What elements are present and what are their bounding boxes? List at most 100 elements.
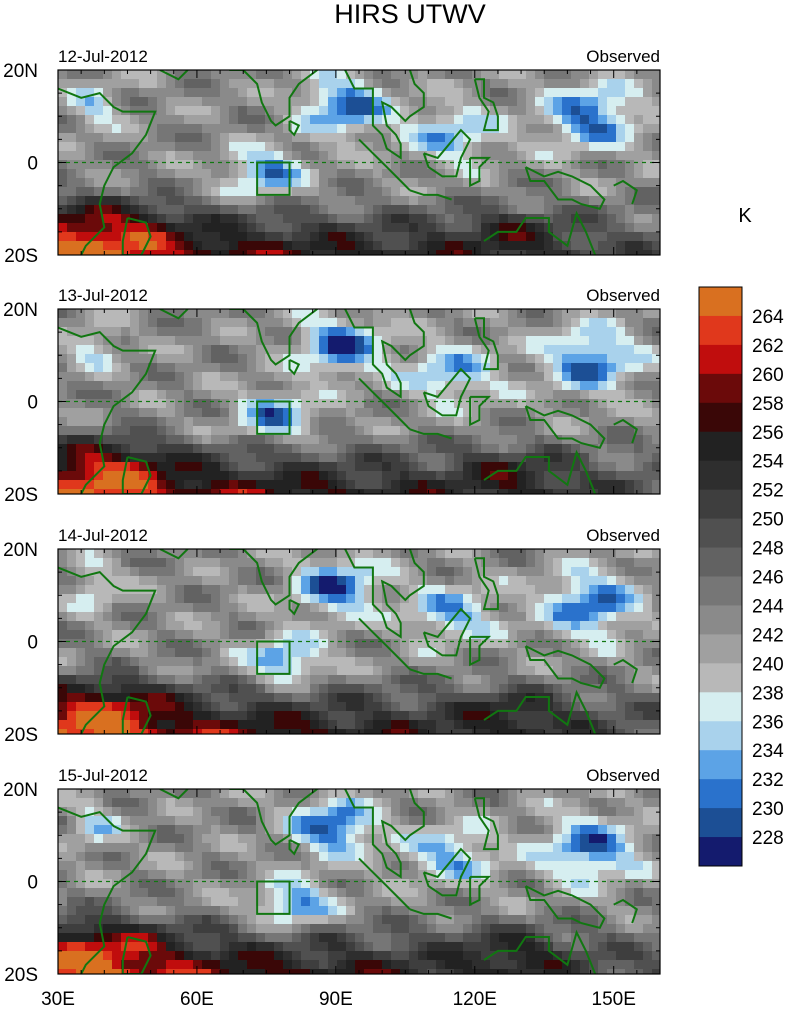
field-cell [346,372,356,382]
field-cell [355,825,365,835]
field-cell [85,789,95,799]
field-cell [112,417,122,427]
field-cell [643,567,653,577]
field-cell [499,142,509,152]
field-cell [526,142,536,152]
field-cell [427,453,437,463]
field-cell [346,214,356,224]
field-cell [193,480,203,490]
field-cell [607,585,617,595]
field-cell [364,612,374,622]
field-cell [130,798,140,808]
field-cell [463,630,473,640]
field-cell [229,879,239,889]
field-cell [400,381,410,391]
field-cell [211,241,221,251]
field-cell [562,729,572,734]
field-cell [427,160,437,170]
field-cell [589,79,599,89]
field-cell [499,612,509,622]
field-cell [103,870,113,880]
field-cell [391,720,401,730]
field-cell [607,453,617,463]
field-cell [94,924,104,934]
field-cell [202,214,212,224]
field-cell [607,151,617,161]
panel-date: 14-Jul-2012 [58,526,148,545]
field-cell [445,88,455,98]
field-cell [139,621,149,631]
field-cell [157,336,167,346]
field-cell [454,603,464,613]
field-cell [310,480,320,490]
field-cell [130,318,140,328]
field-cell [589,576,599,586]
field-cell [454,462,464,472]
field-cell [490,480,500,490]
field-cell [454,124,464,134]
field-cell [580,489,590,494]
field-cell [571,327,581,337]
field-cell [508,169,518,179]
field-cell [193,798,203,808]
field-cell [112,915,122,925]
field-cell [580,241,590,251]
field-cell [598,462,608,472]
field-cell [148,435,158,445]
field-cell [580,169,590,179]
field-cell [427,549,437,559]
field-cell [598,657,608,667]
coastline [483,689,597,734]
field-cell [58,417,68,427]
field-cell [337,711,347,721]
field-cell [310,345,320,355]
field-cell [58,160,68,170]
field-cell [319,354,329,364]
field-cell [562,124,572,134]
field-cell [67,816,77,826]
field-cell [310,915,320,925]
field-cell [175,214,185,224]
field-cell [247,354,257,364]
field-cell [220,585,230,595]
field-cell [589,603,599,613]
field-cell [283,888,293,898]
field-cell [94,79,104,89]
field-cell [328,471,338,481]
field-cell [211,97,221,107]
field-cell [607,336,617,346]
field-cell [508,408,518,418]
field-cell [103,178,113,188]
field-cell [346,951,356,961]
field-cell [94,381,104,391]
field-cell [283,169,293,179]
field-cell [436,381,446,391]
field-cell [553,205,563,215]
field-cell [472,151,482,161]
field-cell [193,471,203,481]
field-cell [355,444,365,454]
field-cell [94,471,104,481]
field-cell [508,97,518,107]
field-cell [148,603,158,613]
field-cell [346,789,356,799]
field-cell [544,142,554,152]
field-cell [436,160,446,170]
field-cell [121,969,131,974]
field-cell [220,205,230,215]
field-cell [589,70,599,80]
field-cell [67,720,77,730]
field-cell [616,621,626,631]
field-cell [535,603,545,613]
field-cell [139,969,149,974]
coastline [524,405,606,449]
field-cell [580,603,590,613]
field-cell [130,702,140,712]
field-cell [625,594,635,604]
field-cell [517,106,527,116]
field-cell [193,906,203,916]
field-cell [67,142,77,152]
field-cell [283,630,293,640]
field-cell [58,390,68,400]
field-cell [247,408,257,418]
